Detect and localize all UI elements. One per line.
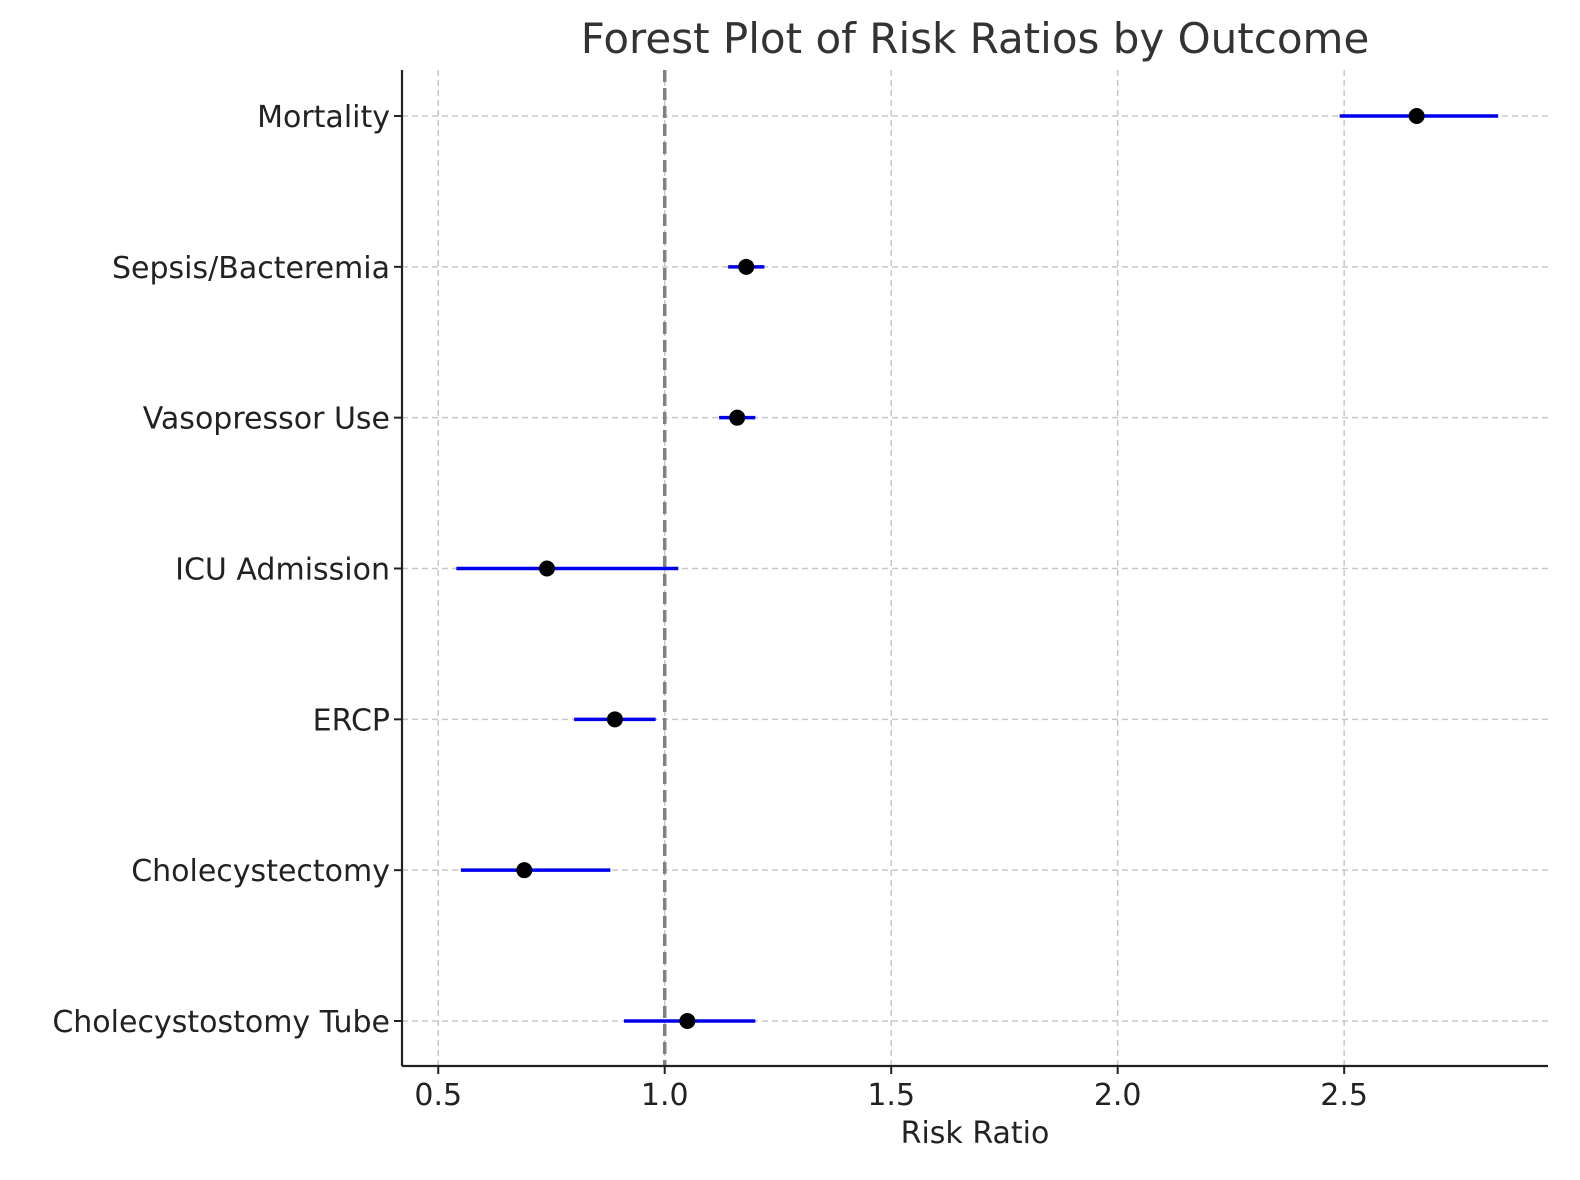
x-tick-label-4: 2.5 — [1320, 1078, 1368, 1113]
data-marks-layer — [456, 108, 1499, 1029]
point-estimate-4 — [606, 711, 623, 728]
axes-layer: 0.5 1.0 1.5 2.0 2.5 Mortality Sepsis/Bacteremi… — [52, 70, 1548, 1113]
y-tick-label-2: Vasopressor Use — [143, 402, 390, 437]
y-tick-label-4: ERCP — [313, 703, 390, 738]
y-tick-label-3: ICU Admission — [175, 553, 390, 588]
point-estimate-6 — [679, 1013, 696, 1029]
point-estimate-2 — [729, 409, 746, 426]
y-tick-label-1: Sepsis/Bacteremia — [112, 251, 390, 286]
x-tick-label-1: 1.0 — [641, 1078, 689, 1113]
point-estimate-3 — [538, 560, 555, 577]
x-tick-label-0: 0.5 — [414, 1078, 462, 1113]
x-tick-label-2: 1.5 — [867, 1078, 915, 1113]
x-axis-label: Risk Ratio — [901, 1116, 1050, 1151]
y-tick-label-0: Mortality — [257, 100, 390, 135]
point-estimate-1 — [738, 258, 755, 275]
point-estimate-5 — [516, 862, 533, 879]
y-tick-label-5: Cholecystectomy — [131, 854, 390, 889]
chart-title: Forest Plot of Risk Ratios by Outcome — [581, 14, 1370, 63]
x-tick-label-3: 2.0 — [1094, 1078, 1142, 1113]
y-tick-label-6: Cholecystostomy Tube — [52, 1005, 390, 1040]
point-estimate-0 — [1408, 108, 1425, 124]
